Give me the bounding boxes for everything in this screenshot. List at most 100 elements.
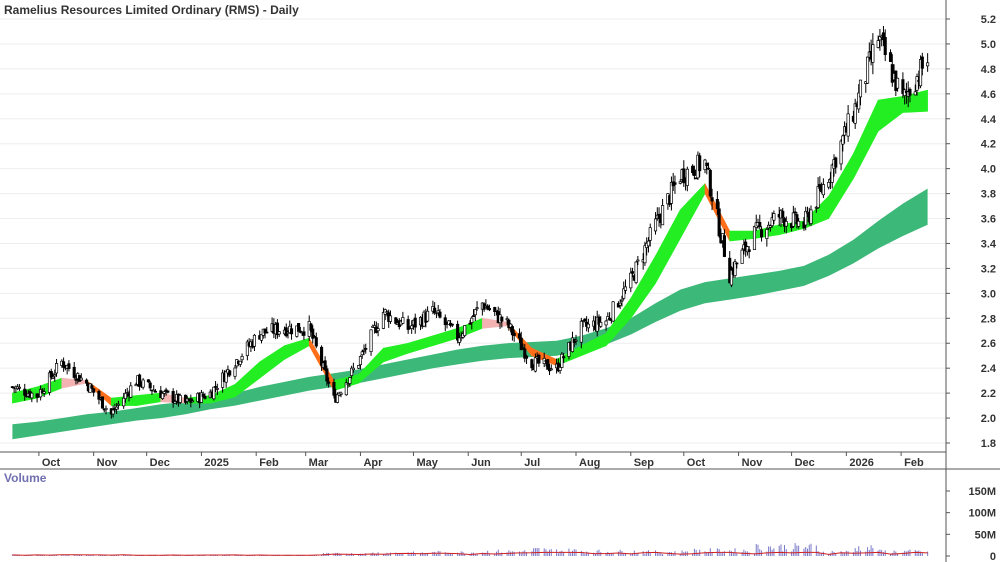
candle-down bbox=[327, 381, 331, 384]
candle-down bbox=[517, 333, 522, 339]
price-tick-label: 5.0 bbox=[981, 39, 996, 51]
candle-up bbox=[604, 320, 608, 326]
candle-up bbox=[797, 220, 801, 227]
price-tick-label: 2.0 bbox=[981, 413, 996, 425]
candle-up bbox=[579, 320, 583, 343]
candle-up bbox=[116, 403, 120, 406]
candle-down bbox=[311, 328, 315, 339]
candle-up bbox=[475, 307, 479, 310]
candle-down bbox=[834, 157, 838, 168]
x-tick-label: Jul bbox=[524, 457, 540, 469]
price-tick-label: 2.2 bbox=[981, 388, 996, 400]
candle-up bbox=[643, 245, 647, 264]
candle-down bbox=[148, 382, 152, 389]
candle-up bbox=[533, 357, 537, 372]
candle-down bbox=[203, 395, 207, 399]
candle-up bbox=[152, 389, 156, 392]
candle-down bbox=[510, 326, 514, 336]
candle-up bbox=[224, 370, 228, 383]
candle-down bbox=[471, 315, 476, 317]
x-tick-label: Nov bbox=[97, 457, 119, 469]
candle-up bbox=[729, 269, 734, 286]
price-tick-label: 3.6 bbox=[981, 214, 996, 226]
candle-up bbox=[791, 212, 795, 227]
candle-down bbox=[97, 391, 101, 400]
candle-down bbox=[62, 361, 66, 368]
x-tick-label: Dec bbox=[150, 457, 170, 469]
candle-up bbox=[558, 366, 562, 371]
price-tick-label: 2.8 bbox=[981, 313, 996, 325]
candle-up bbox=[134, 384, 138, 387]
candle-down bbox=[781, 210, 785, 218]
candle-up bbox=[161, 393, 165, 399]
candle-down bbox=[500, 316, 504, 322]
candle-up bbox=[768, 225, 772, 228]
candle-down bbox=[314, 337, 318, 347]
candle-down bbox=[171, 391, 175, 403]
candle-down bbox=[556, 362, 560, 372]
candle-up bbox=[240, 356, 244, 361]
candle-down bbox=[228, 370, 232, 376]
long-term-band bbox=[12, 188, 928, 440]
candle-down bbox=[284, 327, 288, 337]
candle-up bbox=[926, 62, 930, 67]
x-tick-label: Feb bbox=[904, 457, 924, 469]
candle-up bbox=[623, 286, 628, 291]
candle-up bbox=[42, 391, 46, 394]
candle-down bbox=[537, 354, 541, 364]
candle-down bbox=[146, 379, 150, 383]
candle-down bbox=[608, 317, 612, 320]
candle-up bbox=[212, 386, 216, 400]
candle-down bbox=[883, 36, 887, 55]
price-tick-label: 4.6 bbox=[981, 89, 996, 101]
candle-up bbox=[804, 210, 808, 226]
price-tick-label: 5.2 bbox=[981, 14, 996, 26]
candle-down bbox=[263, 328, 267, 334]
candle-up bbox=[661, 205, 665, 226]
candle-down bbox=[153, 390, 158, 393]
candle-down bbox=[468, 322, 472, 325]
candle-up bbox=[841, 135, 845, 145]
candle-up bbox=[259, 334, 264, 341]
candle-up bbox=[122, 397, 126, 407]
volume-pane bbox=[11, 543, 929, 556]
candle-down bbox=[364, 348, 368, 350]
candle-down bbox=[901, 79, 905, 94]
volume-tick-label: 100M bbox=[968, 508, 996, 520]
candle-up bbox=[653, 218, 658, 232]
candle-up bbox=[339, 392, 343, 395]
candle-up bbox=[215, 388, 219, 390]
candle-up bbox=[360, 351, 364, 356]
candle-up bbox=[369, 329, 373, 352]
candle-up bbox=[129, 385, 133, 398]
price-tick-label: 2.6 bbox=[981, 338, 996, 350]
candle-down bbox=[673, 182, 677, 185]
x-tick-label: Apr bbox=[363, 457, 383, 469]
candle-down bbox=[597, 316, 601, 325]
candle-up bbox=[277, 331, 281, 335]
candle-down bbox=[888, 52, 893, 62]
candle-up bbox=[509, 323, 513, 328]
candle-down bbox=[691, 165, 695, 174]
candle-up bbox=[574, 339, 578, 342]
candle-down bbox=[325, 368, 329, 382]
candle-down bbox=[456, 323, 460, 341]
candle-up bbox=[570, 337, 575, 352]
candle-up bbox=[362, 349, 366, 352]
candle-up bbox=[470, 317, 474, 323]
candle-down bbox=[682, 168, 686, 184]
candle-up bbox=[401, 317, 405, 324]
candle-down bbox=[85, 379, 89, 384]
candle-down bbox=[523, 348, 527, 359]
candle-down bbox=[201, 393, 205, 397]
candle-down bbox=[450, 323, 454, 326]
candle-down bbox=[312, 336, 317, 338]
candle-down bbox=[546, 359, 550, 370]
candle-up bbox=[173, 401, 177, 404]
candle-down bbox=[708, 169, 712, 197]
candle-down bbox=[433, 307, 437, 314]
candle-up bbox=[199, 392, 203, 403]
candle-up bbox=[809, 209, 813, 224]
candle-down bbox=[562, 356, 566, 359]
